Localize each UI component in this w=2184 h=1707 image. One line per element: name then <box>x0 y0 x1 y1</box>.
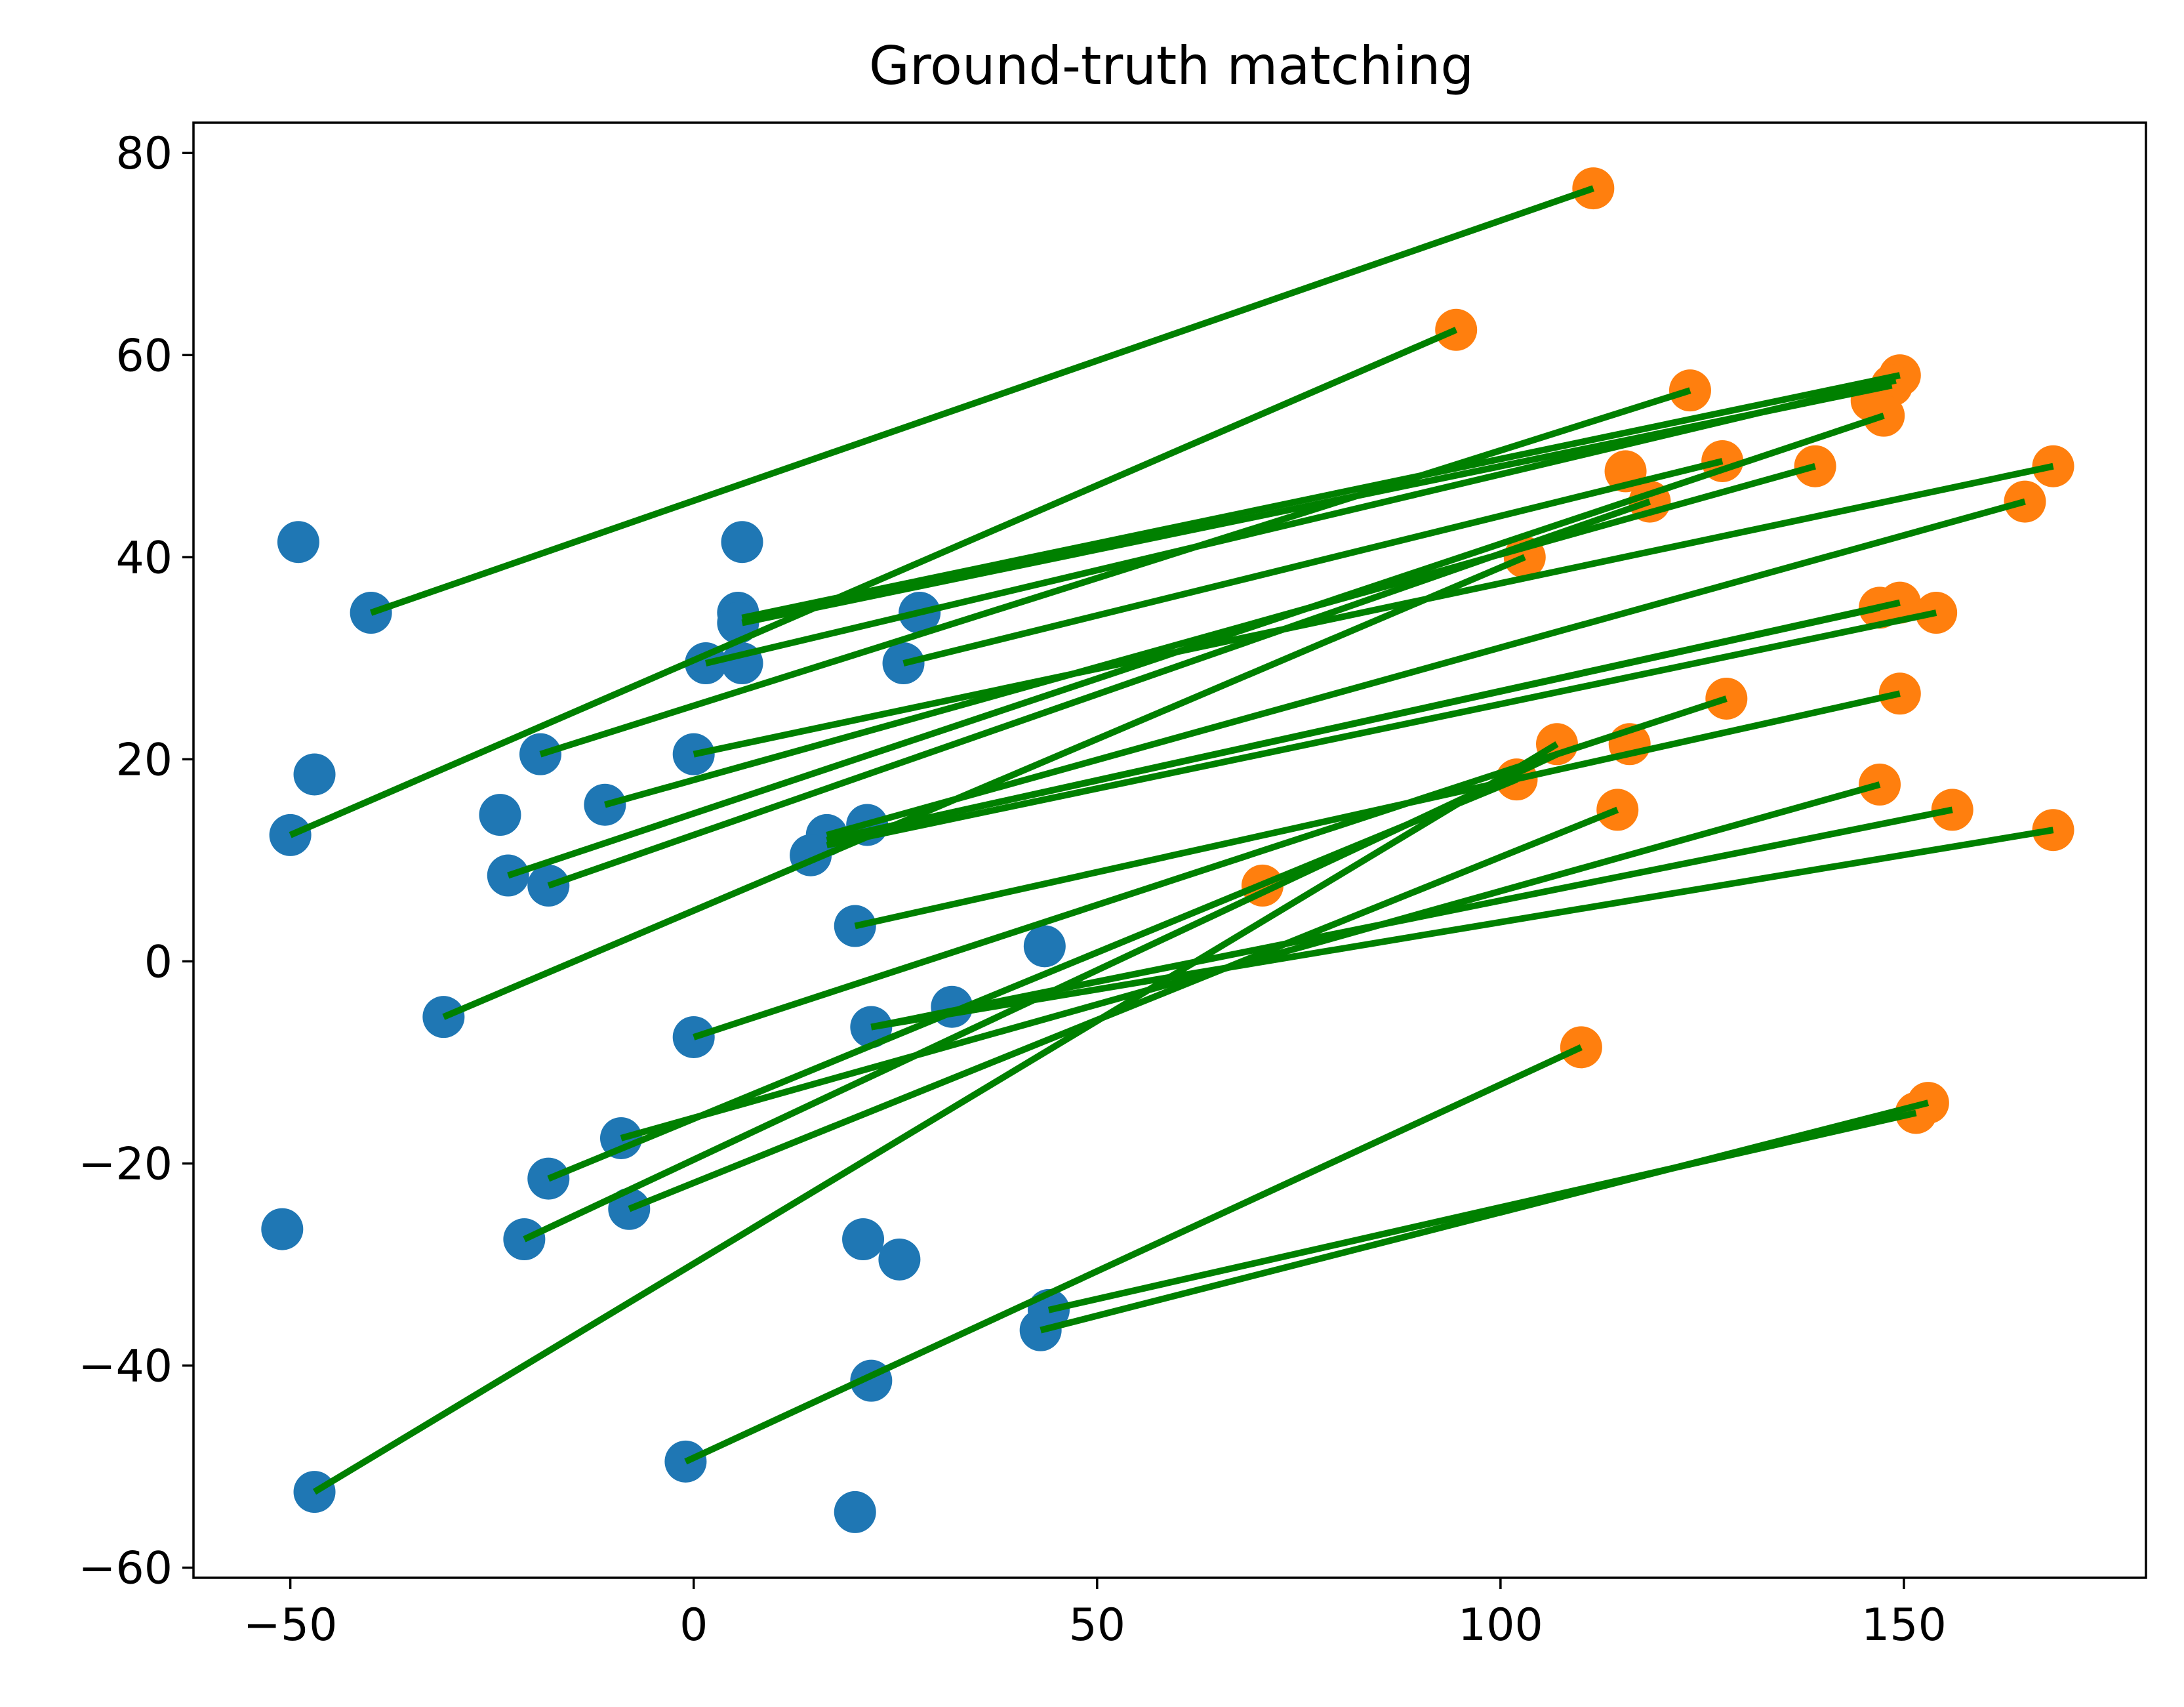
match-line-11 <box>826 498 2026 838</box>
y-tick-label-6: 60 <box>115 330 172 382</box>
y-tick-label-4: 20 <box>115 734 172 786</box>
match-line-0 <box>369 185 1594 616</box>
y-tick-label-3: 0 <box>144 936 172 988</box>
x-tick-label-2: 50 <box>1069 1599 1126 1651</box>
plot-frame <box>192 121 2147 1579</box>
match-line-10 <box>693 463 2054 758</box>
match-line-23 <box>870 806 1953 1031</box>
match-line-24 <box>870 827 2054 1031</box>
match-line-15 <box>826 609 1937 849</box>
source-point-24 <box>1023 925 1066 968</box>
axes: −50 0 50 100 150 −60 −40 −20 0 20 40 60 80 <box>78 121 2147 1651</box>
source-point-4 <box>479 794 521 836</box>
y-tick-label-7: 80 <box>115 128 172 180</box>
match-line-27 <box>1047 1109 1917 1313</box>
match-line-2 <box>741 372 1901 621</box>
match-line-1 <box>289 327 1458 838</box>
source-point-32 <box>842 1218 885 1261</box>
source-point-12 <box>721 521 763 564</box>
match-line-14 <box>826 604 1881 844</box>
match-line-12 <box>442 554 1526 1020</box>
x-tick-label-0: −50 <box>243 1599 338 1651</box>
match-line-8 <box>604 463 1816 808</box>
y-tick-label-0: −60 <box>78 1543 172 1595</box>
match-line-4 <box>704 377 1897 667</box>
y-tick-label-1: −40 <box>78 1341 172 1393</box>
match-line-7 <box>902 458 1724 667</box>
source-point-0 <box>277 521 319 564</box>
source-point-10 <box>261 1208 304 1250</box>
match-line-9 <box>547 498 1651 889</box>
source-point-33 <box>878 1238 921 1281</box>
x-tick-label-1: 0 <box>679 1599 708 1651</box>
match-line-18 <box>312 741 1559 1495</box>
match-line-25 <box>684 1044 1583 1465</box>
x-tick-label-3: 100 <box>1458 1599 1543 1651</box>
match-line-21 <box>628 806 1619 1212</box>
y-tick-label-5: 40 <box>115 532 172 584</box>
y-tick-label-2: −20 <box>78 1138 172 1190</box>
match-line-5 <box>539 387 1691 758</box>
source-point-2 <box>293 753 336 796</box>
source-point-38 <box>834 1491 876 1533</box>
chart-title: Ground-truth matching <box>869 35 1474 96</box>
x-tick-label-4: 150 <box>1861 1599 1947 1651</box>
match-lines <box>289 185 2054 1495</box>
